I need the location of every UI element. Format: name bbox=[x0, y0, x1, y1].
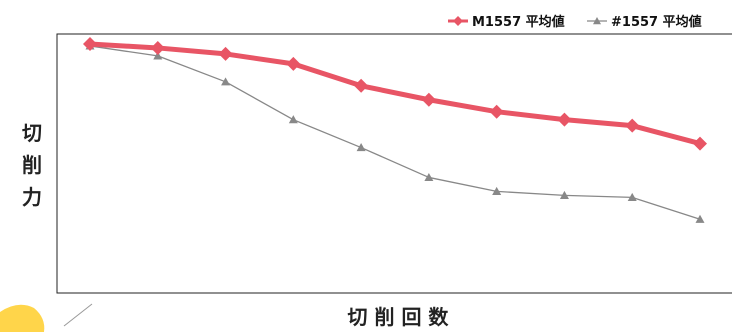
legend-marker-1 bbox=[453, 16, 463, 26]
series-2-point bbox=[559, 190, 569, 199]
series-1-point bbox=[557, 112, 572, 127]
series-2-point bbox=[695, 214, 705, 223]
series-2-point bbox=[288, 115, 298, 124]
series-2-point bbox=[424, 172, 434, 182]
decorative-stroke bbox=[63, 303, 93, 327]
series-2-point bbox=[492, 186, 502, 195]
y-axis-title: 切削力 bbox=[22, 121, 42, 209]
y-axis-title-char: 切 bbox=[22, 121, 42, 145]
series-1 bbox=[83, 36, 707, 151]
legend-marker-2 bbox=[593, 17, 601, 25]
series-2-line bbox=[89, 45, 701, 220]
series-1-point bbox=[625, 118, 640, 133]
series-1-point bbox=[693, 136, 707, 151]
series-1-point bbox=[489, 104, 504, 119]
series-1-point bbox=[286, 56, 301, 71]
series-1-line bbox=[89, 41, 701, 146]
decorative-blob bbox=[0, 304, 45, 332]
plot-area bbox=[56, 33, 732, 294]
series-2-point bbox=[153, 51, 163, 60]
series-1-point bbox=[150, 40, 165, 55]
series-2-point bbox=[627, 192, 637, 201]
legend-label-1: M1557 平均値 bbox=[472, 14, 565, 30]
series-1-point bbox=[218, 46, 233, 61]
series-1-point bbox=[83, 36, 97, 51]
series-2-point bbox=[356, 143, 366, 152]
series-2-point bbox=[221, 77, 231, 86]
series-2 bbox=[85, 41, 705, 223]
series-1-point bbox=[354, 78, 369, 93]
y-axis-title-char: 力 bbox=[22, 185, 42, 209]
y-axis-title-char: 削 bbox=[22, 153, 42, 177]
series-layer bbox=[83, 36, 707, 223]
x-axis-title: 切 削 回 数 bbox=[348, 305, 450, 329]
legend: M1557 平均値 #1557 平均値 bbox=[448, 14, 702, 30]
legend-label-2: #1557 平均値 bbox=[611, 14, 702, 30]
series-1-point bbox=[421, 92, 436, 107]
